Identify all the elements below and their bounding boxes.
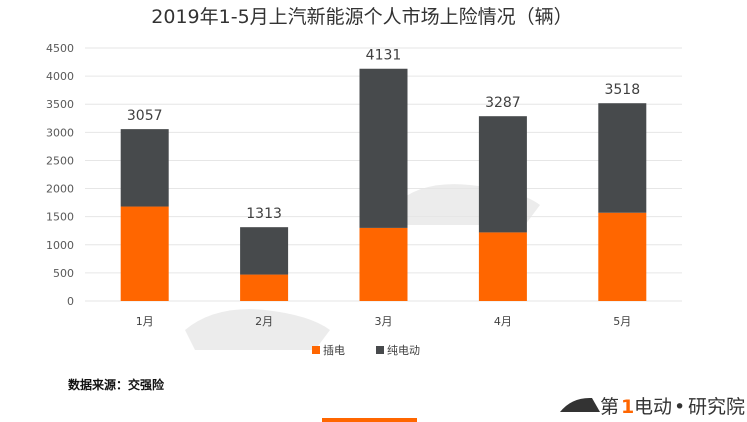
legend-swatch (376, 346, 384, 354)
legend-label: 插电 (323, 343, 345, 357)
y-tick-label: 2500 (46, 154, 74, 167)
bar-segment-phev (359, 227, 408, 301)
y-tick-label: 1500 (46, 211, 74, 224)
legend-swatch (312, 346, 320, 354)
total-label: 1313 (246, 206, 282, 222)
brand-suffix: 研究院 (688, 396, 745, 418)
y-axis: 0 500 1000 1500 2000 2500 3000 3500 4000 4500 (46, 42, 74, 308)
bar-segment-bev (598, 103, 647, 213)
brand-separator: • (674, 396, 685, 418)
y-tick-label: 1000 (46, 239, 74, 252)
bar-segment-phev (240, 274, 289, 301)
x-tick-label: 5月 (613, 315, 631, 328)
x-tick-label: 3月 (375, 315, 393, 328)
total-label: 3287 (485, 95, 521, 111)
bar-segment-phev (120, 206, 169, 301)
y-tick-label: 2000 (46, 183, 74, 196)
bar-segment-phev (478, 232, 527, 301)
brand-name-part1: 第 (600, 396, 619, 418)
x-tick-label: 4月 (494, 315, 512, 328)
car-logo-icon (560, 397, 600, 412)
total-label: 3057 (127, 108, 163, 124)
total-label: 4131 (366, 48, 402, 64)
y-tick-label: 0 (67, 295, 74, 308)
bar-segment-bev (120, 129, 169, 207)
total-label: 3518 (604, 82, 640, 98)
decorative-accent-bar (322, 418, 417, 422)
y-tick-label: 4500 (46, 42, 74, 55)
x-tick-label: 1月 (136, 315, 154, 328)
legend: 插电 纯电动 (312, 343, 420, 357)
brand-name-part2: 电动 (634, 396, 672, 418)
x-tick-label: 2月 (255, 315, 273, 328)
bar-segment-phev (598, 212, 647, 301)
brand-name-highlight: 1 (621, 396, 634, 418)
brand-logo: 第 1 电动 • 研究院 (560, 396, 745, 418)
y-tick-label: 4000 (46, 70, 74, 83)
y-tick-label: 500 (53, 267, 74, 280)
bar-segment-bev (359, 68, 408, 228)
chart-title: 2019年1-5月上汽新能源个人市场上险情况（辆） (151, 6, 572, 28)
total-labels: 3057 1313 4131 3287 3518 (127, 48, 640, 222)
bar-segment-bev (478, 116, 527, 233)
bars (120, 68, 647, 301)
x-axis: 1月 2月 3月 4月 5月 (136, 315, 632, 328)
legend-label: 纯电动 (387, 344, 420, 357)
y-tick-label: 3500 (46, 98, 74, 111)
source-note: 数据来源：交强险 (68, 377, 165, 392)
bar-segment-bev (240, 227, 289, 275)
y-tick-label: 3000 (46, 126, 74, 139)
